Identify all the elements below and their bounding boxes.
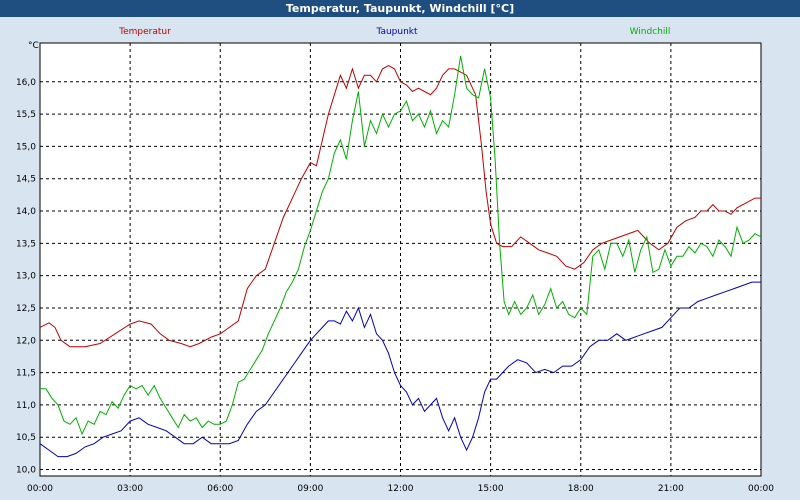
- y-tick-label: 11,0: [16, 401, 36, 411]
- legend-item-taupunkt: Taupunkt: [375, 27, 418, 37]
- y-tick-label: 16,0: [16, 78, 36, 88]
- series-line-taupunkt: [39, 281, 761, 458]
- x-tick-time: 12:00: [388, 484, 414, 494]
- x-tick-time: 03:00: [117, 484, 143, 494]
- y-tick-label: 12,5: [16, 304, 36, 314]
- series-line-temperatur: [39, 65, 761, 348]
- x-tick-time: 06:00: [207, 484, 233, 494]
- x-tick-time: 00:00: [748, 484, 774, 494]
- y-tick-label: 13,5: [16, 239, 36, 249]
- y-tick-label: 11,5: [16, 369, 36, 379]
- x-axis: 00:0017.08.2103:0017.08.2106:0017.08.210…: [27, 484, 774, 494]
- x-tick-time: 00:00: [27, 484, 53, 494]
- y-axis-label: °C: [28, 41, 39, 51]
- chart-title: Temperatur, Taupunkt, Windchill [°C]: [0, 0, 800, 17]
- y-tick-label: 14,0: [16, 207, 36, 217]
- y-axis: °C 10,0 10,5 11,0 11,5 12,0 12,5 13,0 13,5 14,0 1…: [16, 41, 39, 476]
- y-tick-label: 14,5: [16, 175, 36, 185]
- chart-canvas: °C 10,0 10,5 11,0 11,5 12,0 12,5 13,0 13,5 14,0 1…: [0, 17, 800, 500]
- legend-item-windchill: Windchill: [630, 27, 671, 37]
- y-tick-label: 10,5: [16, 433, 36, 443]
- x-tick-time: 18:00: [568, 484, 594, 494]
- series-lines: [39, 55, 762, 458]
- x-tick-time: 21:00: [658, 484, 684, 494]
- y-tick-label: 15,0: [16, 142, 36, 152]
- legend-item-temperatur: Temperatur: [118, 27, 171, 37]
- y-tick-label: 13,0: [16, 272, 36, 282]
- y-tick-label: 10,0: [16, 466, 36, 476]
- y-tick-label: 12,0: [16, 336, 36, 346]
- y-tick-label: 15,5: [16, 110, 36, 120]
- legend: Temperatur Taupunkt Windchill: [118, 27, 670, 37]
- x-tick-time: 15:00: [478, 484, 504, 494]
- grid: [40, 43, 761, 476]
- series-line-windchill: [40, 55, 762, 436]
- x-tick-time: 09:00: [297, 484, 323, 494]
